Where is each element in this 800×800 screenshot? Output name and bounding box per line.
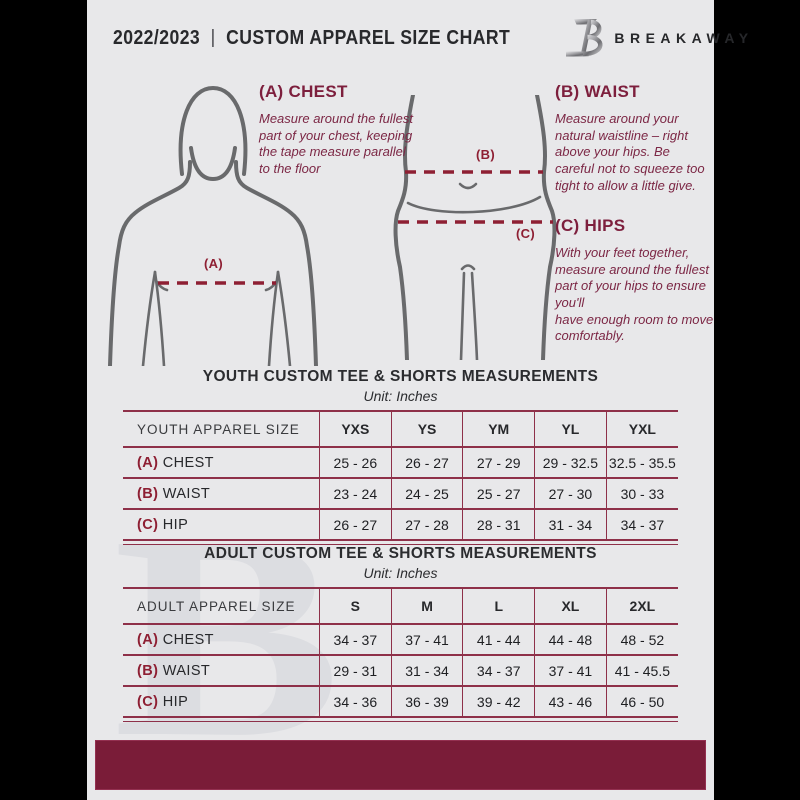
size-label-header: ADULT APPAREL SIZE [137, 598, 296, 614]
chest-figure-illustration [108, 85, 318, 366]
measurement-value: 32.5 - 35.5 [605, 447, 678, 478]
youth-table-title: YOUTH CUSTOM TEE & SHORTS MEASUREMENTS [202, 368, 599, 385]
chest-description: Measure around the fullest part of your … [259, 111, 413, 176]
youth-section: YOUTH CUSTOM TEE & SHORTS MEASUREMENTS U… [123, 367, 678, 545]
footer-bar [95, 740, 706, 790]
measurement-value: 26 - 27 [390, 447, 463, 478]
row-marker: (A) [137, 454, 159, 471]
waist-description: Measure around your natural waistline – … [555, 111, 705, 193]
measurement-value: 34 - 36 [319, 686, 392, 717]
size-column-header: M [390, 588, 463, 624]
waist-hips-figure-illustration [393, 95, 557, 360]
brand-name: BREAKAWAY [614, 30, 754, 46]
hips-instructions: (C) HIPS With your feet together, measur… [555, 216, 719, 345]
chest-heading: (A) CHEST [259, 82, 348, 101]
hips-description: With your feet together, measure around … [555, 245, 714, 344]
hips-heading: (C) HIPS [555, 216, 626, 235]
measurement-value: 43 - 46 [534, 686, 607, 717]
table-row: (B) WAIST 29 - 31 31 - 34 34 - 37 37 - 41 41 … [123, 655, 678, 686]
youth-size-table: YOUTH APPAREL SIZE YXS YS YM YL YXL (A) CHEST… [123, 410, 678, 541]
youth-header-row: YOUTH APPAREL SIZE YXS YS YM YL YXL [123, 411, 678, 447]
measurement-value: 36 - 39 [390, 686, 463, 717]
table-row: (C) HIP 34 - 36 36 - 39 39 - 42 43 - 46 46 - … [123, 686, 678, 717]
measurement-value: 29 - 31 [319, 655, 392, 686]
measurement-value: 25 - 27 [462, 478, 535, 509]
page-header: 2022/2023 | CUSTOM APPAREL SIZE CHART [87, 0, 748, 62]
measurement-value: 41 - 45.5 [605, 655, 678, 686]
measurement-value: 34 - 37 [462, 655, 535, 686]
measurement-label: (A) CHEST [137, 631, 214, 648]
adult-header-row: ADULT APPAREL SIZE S M L XL 2XL [123, 588, 678, 624]
row-marker: (C) [137, 516, 159, 533]
size-column-header: L [462, 588, 535, 624]
size-label-header: YOUTH APPAREL SIZE [137, 421, 300, 437]
size-column-header: YS [390, 411, 463, 447]
size-column-header: XL [534, 588, 607, 624]
chest-marker-label: (A) [204, 256, 223, 271]
season-label: 2022/2023 [113, 26, 201, 49]
header-separator: | [210, 27, 216, 48]
measurement-value: 25 - 26 [319, 447, 392, 478]
row-marker: (B) [137, 485, 159, 502]
adult-size-table: ADULT APPAREL SIZE S M L XL 2XL (A) CHEST 34 -… [123, 587, 678, 718]
adult-table-title: ADULT CUSTOM TEE & SHORTS MEASUREMENTS [204, 545, 597, 562]
measurement-value: 29 - 32.5 [534, 447, 607, 478]
measurement-value: 41 - 44 [462, 624, 535, 655]
table-row: (C) HIP 26 - 27 27 - 28 28 - 31 31 - 34 34 - … [123, 509, 678, 540]
breakaway-b-logo-icon [566, 19, 603, 57]
size-column-header: S [319, 588, 392, 624]
measurement-label: (B) WAIST [137, 662, 211, 679]
measurement-value: 44 - 48 [534, 624, 607, 655]
size-column-header: YM [462, 411, 535, 447]
table-row: (B) WAIST 23 - 24 24 - 25 25 - 27 27 - 30 30 … [123, 478, 678, 509]
size-column-header: YXL [605, 411, 678, 447]
youth-table-unit: Unit: Inches [363, 388, 438, 404]
measurement-value: 24 - 25 [390, 478, 463, 509]
row-marker: (A) [137, 631, 159, 648]
youth-table-wrap: YOUTH APPAREL SIZE YXS YS YM YL YXL (A) CHEST… [123, 410, 678, 545]
size-column-header: 2XL [605, 588, 678, 624]
waist-instructions: (B) WAIST Measure around your natural wa… [555, 82, 707, 194]
measurement-value: 34 - 37 [605, 509, 678, 540]
size-column-header: YXS [319, 411, 392, 447]
measurement-label: (B) WAIST [137, 485, 211, 502]
measurement-value: 27 - 28 [390, 509, 463, 540]
row-marker: (C) [137, 693, 159, 710]
measurement-value: 28 - 31 [462, 509, 535, 540]
measurement-value: 37 - 41 [390, 624, 463, 655]
waist-marker-label: (B) [476, 147, 495, 162]
measurement-value: 48 - 52 [605, 624, 678, 655]
measurement-label: (C) HIP [137, 693, 189, 710]
measurement-value: 39 - 42 [462, 686, 535, 717]
measurement-value: 31 - 34 [390, 655, 463, 686]
brand-group: BREAKAWAY [564, 16, 753, 60]
table-row: (A) CHEST 25 - 26 26 - 27 27 - 29 29 - 32.5 3… [123, 447, 678, 478]
measurement-value: 37 - 41 [534, 655, 607, 686]
measurement-value: 27 - 29 [462, 447, 535, 478]
measurement-value: 30 - 33 [605, 478, 678, 509]
measurement-label: (C) HIP [137, 516, 189, 533]
measurement-value: 46 - 50 [605, 686, 678, 717]
header-title-group: 2022/2023 | CUSTOM APPAREL SIZE CHART [113, 27, 510, 50]
adult-section: ADULT CUSTOM TEE & SHORTS MEASUREMENTS U… [123, 544, 678, 722]
row-marker: (B) [137, 662, 159, 679]
measurement-value: 34 - 37 [319, 624, 392, 655]
measurement-value: 26 - 27 [319, 509, 392, 540]
adult-table-unit: Unit: Inches [363, 565, 438, 581]
size-column-header: YL [534, 411, 607, 447]
measurement-label: (A) CHEST [137, 454, 214, 471]
page-title: CUSTOM APPAREL SIZE CHART [226, 26, 511, 49]
size-chart-page: 2022/2023 | CUSTOM APPAREL SIZE CHART [87, 0, 748, 800]
measurement-value: 23 - 24 [319, 478, 392, 509]
adult-table-wrap: ADULT APPAREL SIZE S M L XL 2XL (A) CHEST 34 -… [123, 587, 678, 722]
measurement-value: 31 - 34 [534, 509, 607, 540]
hip-marker-label: (C) [516, 226, 535, 241]
waist-heading: (B) WAIST [555, 82, 640, 101]
chest-instructions: (A) CHEST Measure around the fullest par… [259, 82, 419, 178]
table-row: (A) CHEST 34 - 37 37 - 41 41 - 44 44 - 48 48 … [123, 624, 678, 655]
measurement-value: 27 - 30 [534, 478, 607, 509]
